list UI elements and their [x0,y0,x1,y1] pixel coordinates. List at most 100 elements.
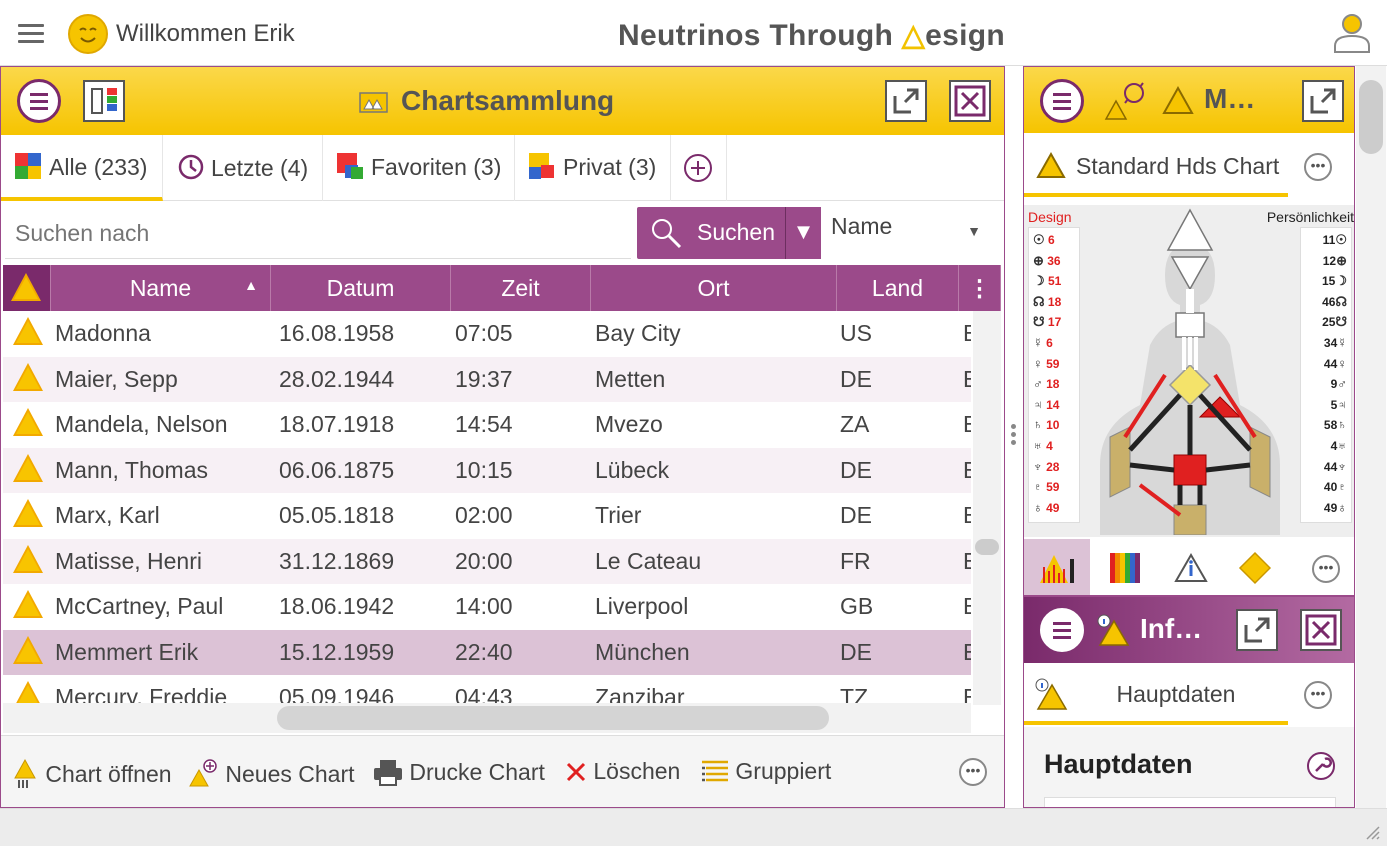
gate-value[interactable]: 9♂ [1330,376,1347,392]
print-chart-button[interactable]: Drucke Chart [373,758,545,786]
planet-symbol-icon: ♇ [1337,479,1347,495]
popout-icon[interactable] [885,80,927,122]
gate-value[interactable]: ♀ 59 [1033,355,1060,371]
tab-privat[interactable]: Privat (3) [515,135,671,201]
gate-value[interactable]: 34☿ [1323,335,1347,350]
tab-standard-hds-chart[interactable]: Standard Hds Chart [1024,133,1288,197]
column-header-name[interactable]: Name ▲ [51,265,271,311]
triangle-icon [1162,85,1194,114]
info-panel-menu-button[interactable] [1040,608,1084,652]
gate-value[interactable]: ♅ 4 [1033,438,1053,453]
rainbow-bars-icon[interactable] [1090,539,1156,595]
gate-value[interactable]: 44♆ [1323,458,1347,474]
chart-view-more-button[interactable]: ••• [1312,555,1340,583]
type-column-header[interactable] [3,265,51,311]
user-profile-icon[interactable] [1332,12,1372,54]
search-input[interactable] [5,209,631,259]
gate-value[interactable]: 11☉ [1322,232,1347,247]
delete-button[interactable]: Löschen [565,758,680,785]
cell-extra: E [963,593,971,619]
planet-symbol-icon: ⊕ [1033,252,1044,268]
chart-tab-options-button[interactable]: ••• [1304,153,1332,181]
gate-value[interactable]: ♄ 10 [1033,417,1060,433]
gate-value[interactable]: ☉ 6 [1033,232,1055,247]
info-tab-options-button[interactable]: ••• [1304,681,1332,709]
gate-value[interactable]: 15☽ [1321,273,1347,289]
gate-value[interactable]: 58♄ [1323,417,1347,433]
tab-favoriten[interactable]: Favoriten (3) [323,135,515,201]
chart-panel-menu-button[interactable] [1040,79,1084,123]
table-row[interactable]: Matisse, Henri 31.12.1869 20:00 Le Cateau FR… [3,538,971,584]
gate-value[interactable]: 44♀ [1323,355,1347,371]
vertical-scrollbar[interactable] [973,311,1001,705]
right-scrollbar[interactable] [1356,66,1386,808]
sort-field-select[interactable]: Name ▼ [831,213,981,239]
refresh-chart-icon[interactable] [1104,79,1150,123]
gate-value[interactable]: 46☊ [1322,293,1347,309]
grouped-button[interactable]: Gruppiert [701,758,831,785]
open-chart-button[interactable]: Chart öffnen [13,758,172,788]
wrench-icon[interactable] [1306,751,1336,781]
gate-value[interactable]: 5♃ [1330,396,1347,412]
resize-grip-icon[interactable] [1363,823,1381,841]
planet-symbol-icon: ♆ [1033,458,1043,474]
scroll-thumb[interactable] [277,706,829,730]
column-header-ort[interactable]: Ort [591,265,837,311]
column-options-icon[interactable]: ⋮ [959,265,1001,311]
column-header-zeit[interactable]: Zeit [451,265,591,311]
search-button[interactable]: Suchen [637,207,785,259]
table-row[interactable]: Marx, Karl 05.05.1818 02:00 Trier DE E [3,493,971,538]
layout-toggle-icon[interactable] [83,80,125,122]
gate-value[interactable]: ♁ 49 [1033,499,1060,515]
bodygraph-chart[interactable]: Design Persönlichkeit ☉ 6 ⊕ 36 ☽ 51 ☊ 18 ☋ 1… [1024,205,1354,537]
bodygraph-view-icon[interactable] [1024,539,1090,595]
gate-value[interactable]: 40♇ [1323,479,1347,495]
main-menu-icon[interactable] [18,24,44,44]
gate-value[interactable]: 49♁ [1323,499,1347,515]
info-triangle-icon[interactable] [1156,539,1222,595]
info-close-icon[interactable] [1300,609,1342,651]
gate-value[interactable]: ☿ 6 [1033,335,1053,350]
gate-value[interactable]: ☋ 17 [1033,314,1062,330]
table-row[interactable]: Memmert Erik 15.12.1959 22:40 München DE E [3,629,971,675]
gate-value[interactable]: ♆ 28 [1033,458,1060,474]
new-chart-button[interactable]: Neues Chart [189,758,355,788]
panel-splitter[interactable] [1005,66,1023,808]
cell-date: 18.06.1942 [279,593,395,619]
horizontal-scrollbar[interactable] [3,703,971,733]
smiley-avatar-icon[interactable] [68,14,108,54]
column-header-datum[interactable]: Datum [271,265,451,311]
table-row[interactable]: Mercury, Freddie 05.09.1946 04:43 Zanzibar T… [3,675,971,705]
gate-value[interactable]: ♇ 59 [1033,479,1060,495]
gate-value[interactable]: ☽ 51 [1033,273,1062,289]
more-actions-button[interactable]: ••• [959,758,987,786]
gate-value[interactable]: ♃ 14 [1033,396,1060,412]
triangle-icon [13,408,43,436]
table-row[interactable]: Mann, Thomas 06.06.1875 10:15 Lübeck DE E [3,447,971,493]
gate-value[interactable]: ☊ 18 [1033,293,1062,309]
table-row[interactable]: Mandela, Nelson 18.07.1918 14:54 Mvezo ZA E [3,402,971,447]
add-tab-button[interactable] [671,135,727,201]
close-icon[interactable] [949,80,991,122]
section-heading: Hauptdaten [1044,749,1193,779]
table-row[interactable]: McCartney, Paul 18.06.1942 14:00 Liverpool G… [3,584,971,629]
gate-value[interactable]: 12⊕ [1322,252,1347,268]
gate-value[interactable]: ♂ 18 [1033,376,1060,392]
gate-value[interactable]: ⊕ 36 [1033,252,1061,268]
info-popout-icon[interactable] [1236,609,1278,651]
gate-value[interactable]: 25☋ [1322,314,1347,330]
table-row[interactable]: Maier, Sepp 28.02.1944 19:37 Metten DE E [3,356,971,402]
scroll-thumb[interactable] [1359,80,1383,154]
column-header-land[interactable]: Land [837,265,959,311]
diamond-icon[interactable] [1222,539,1288,595]
welcome-text: Willkommen Erik [116,20,295,47]
search-options-dropdown[interactable]: ▼ [785,207,821,259]
tab-letzte[interactable]: Letzte (4) [163,135,323,201]
chart-popout-icon[interactable] [1302,80,1344,122]
gate-value[interactable]: 4♅ [1330,438,1347,453]
tab-alle[interactable]: Alle (233) [1,135,163,201]
panel-menu-button[interactable] [17,79,61,123]
tab-hauptdaten[interactable]: Hauptdaten [1024,663,1288,725]
table-row[interactable]: Madonna 16.08.1958 07:05 Bay City US E [3,311,971,356]
scroll-thumb[interactable] [975,539,999,555]
